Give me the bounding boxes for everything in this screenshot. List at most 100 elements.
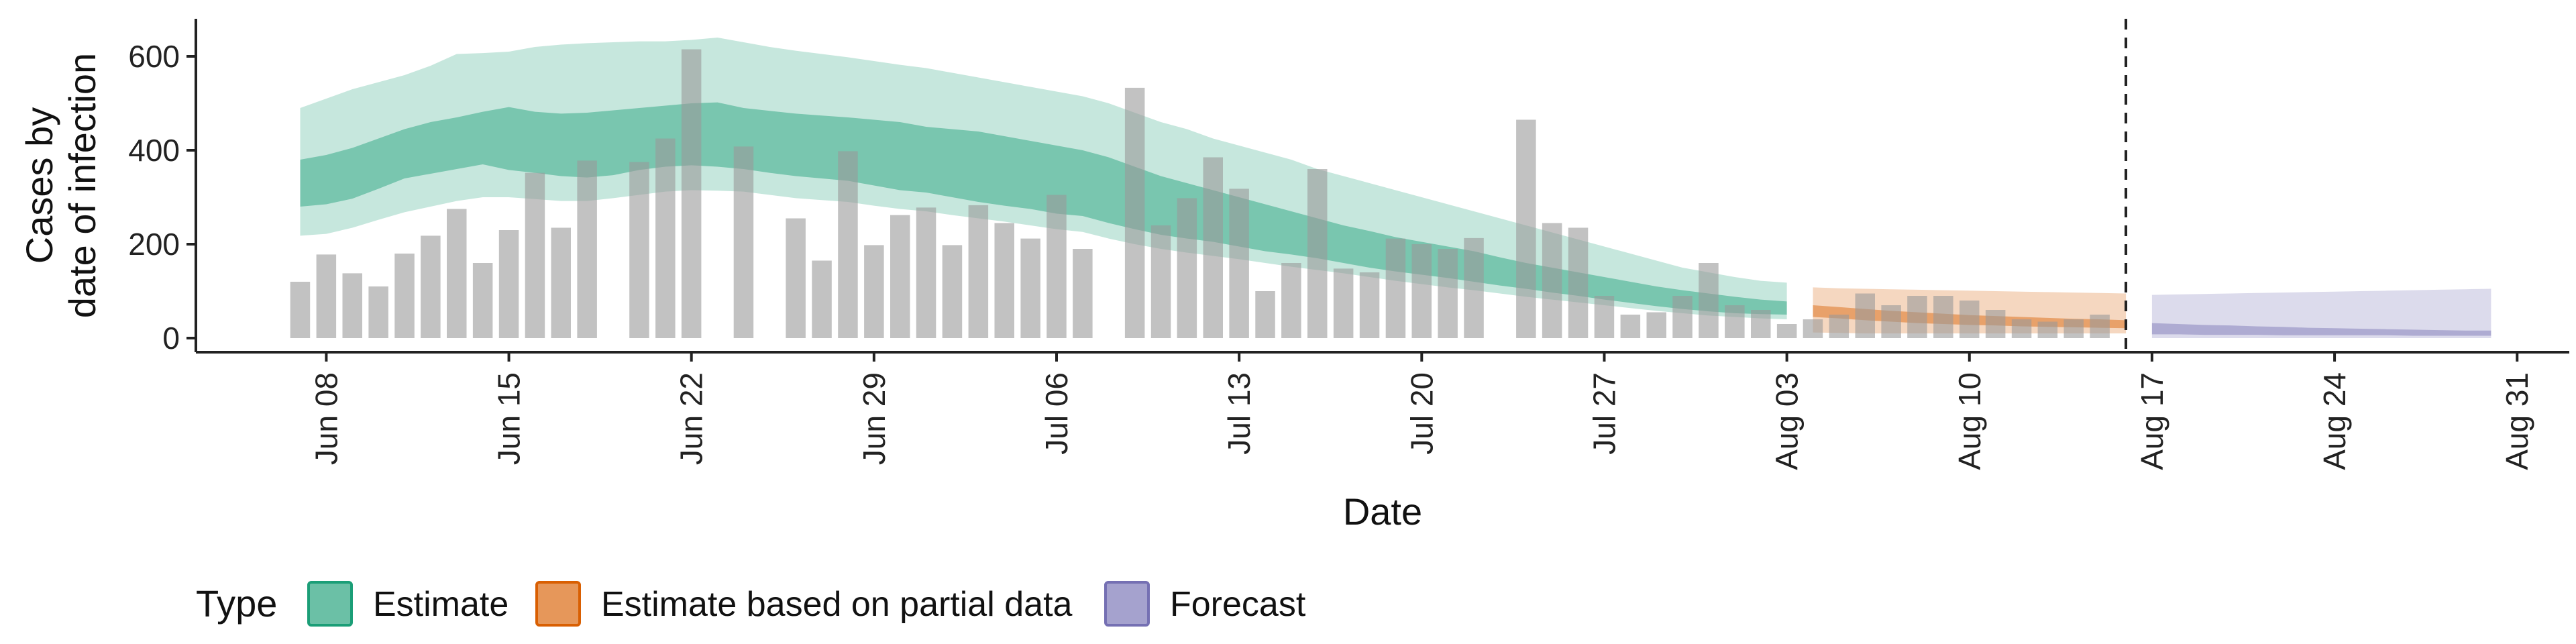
x-axis-title: Date	[1343, 490, 1422, 533]
bar	[1985, 310, 2006, 338]
x-tick-label: Aug 31	[2500, 372, 2534, 470]
bar	[1568, 227, 1589, 338]
bar	[551, 227, 571, 338]
bar	[1933, 296, 1953, 338]
bar	[1594, 296, 1615, 338]
bar	[812, 260, 832, 338]
bar	[1881, 305, 1901, 338]
x-tick-label: Jul 13	[1222, 372, 1256, 455]
bar	[1803, 319, 1823, 338]
y-axis-title-line-1: Cases by	[18, 107, 60, 264]
legend-title: Type	[196, 582, 277, 625]
bar	[1725, 305, 1745, 338]
bar	[1385, 238, 1406, 338]
legend-swatch	[307, 581, 353, 627]
bar	[968, 205, 989, 338]
bar	[1776, 324, 1797, 338]
bar	[1646, 312, 1666, 338]
y-ticks: 0 200 400 600	[128, 39, 196, 356]
bar	[1829, 315, 1849, 338]
bar	[1177, 198, 1197, 338]
bar	[1073, 249, 1093, 338]
legend: Type Estimate Estimate based on partial d…	[196, 581, 1306, 627]
bar	[916, 207, 936, 338]
bar	[1751, 310, 1771, 338]
bar	[316, 254, 337, 338]
bar	[342, 273, 362, 338]
y-axis-title-line-2: date of infection	[61, 53, 103, 318]
bar	[786, 218, 806, 338]
bar	[655, 138, 676, 338]
x-tick-label: Aug 24	[2317, 372, 2352, 470]
legend-label: Forecast	[1170, 585, 1306, 624]
bar	[1464, 237, 1484, 338]
bar	[1333, 268, 1354, 338]
bar	[890, 215, 910, 338]
y-tick-label: 200	[128, 227, 180, 262]
x-tick-label: Jun 08	[309, 372, 343, 465]
bar	[1124, 87, 1145, 338]
y-tick-label: 400	[128, 133, 180, 168]
x-tick-label: Jul 06	[1039, 372, 1074, 455]
bar	[942, 245, 963, 338]
bar	[1046, 195, 1067, 338]
ribbon-outer-forecast	[2151, 288, 2491, 338]
x-tick-label: Aug 17	[2135, 372, 2169, 470]
bar	[290, 282, 311, 338]
bar	[1229, 189, 1249, 338]
bar	[1411, 244, 1432, 338]
x-tick-label: Jun 22	[674, 372, 709, 465]
bar	[1150, 225, 1171, 338]
bar	[1438, 249, 1458, 338]
bar	[1203, 157, 1223, 338]
bar	[1359, 272, 1380, 338]
bar	[2037, 321, 2058, 338]
axes: 0 200 400 600 Jun 08 Jun 15 Jun 22 Jun 29 Jul 0…	[128, 19, 2569, 470]
bar	[2011, 319, 2032, 338]
legend-label: Estimate based on partial data	[601, 585, 1073, 624]
bar-layer	[290, 49, 2110, 338]
bar	[1020, 238, 1040, 338]
y-tick-label: 600	[128, 39, 180, 74]
bar	[838, 151, 858, 338]
bar	[1255, 291, 1275, 338]
legend-swatch	[535, 581, 581, 627]
bar	[1307, 169, 1328, 338]
x-tick-label: Jun 15	[492, 372, 527, 465]
bar	[629, 162, 649, 338]
bar	[1620, 315, 1641, 338]
y-tick-label: 0	[162, 321, 180, 356]
x-tick-label: Jul 20	[1404, 372, 1439, 455]
legend-swatch	[1104, 581, 1150, 627]
x-tick-label: Jun 29	[857, 372, 892, 465]
bar	[2063, 319, 2084, 338]
bar	[1281, 263, 1301, 338]
legend-label: Estimate	[373, 585, 508, 624]
x-ticks: Jun 08 Jun 15 Jun 22 Jun 29 Jul 06 Jul 13 Jul …	[309, 352, 2534, 470]
bar	[394, 254, 415, 338]
x-tick-label: Aug 03	[1770, 372, 1805, 470]
bar	[864, 245, 884, 338]
bar	[1960, 301, 1980, 338]
bar	[1699, 263, 1719, 338]
bar	[994, 223, 1014, 338]
ribbon-inner-forecast	[2151, 323, 2491, 336]
bar	[368, 286, 388, 338]
bar	[447, 209, 467, 338]
bar	[421, 235, 441, 338]
bar	[472, 263, 493, 338]
bar	[681, 49, 702, 338]
bar	[1907, 296, 1927, 338]
bar	[1672, 296, 1693, 338]
bar	[1516, 119, 1536, 338]
bar	[2090, 315, 2110, 338]
bar	[577, 160, 597, 338]
bar	[498, 230, 519, 338]
bar	[733, 146, 754, 338]
x-tick-label: Aug 10	[1952, 372, 1987, 470]
bar	[1855, 293, 1875, 338]
bar	[1542, 223, 1562, 338]
bar	[525, 172, 545, 338]
x-tick-label: Jul 27	[1587, 372, 1621, 455]
